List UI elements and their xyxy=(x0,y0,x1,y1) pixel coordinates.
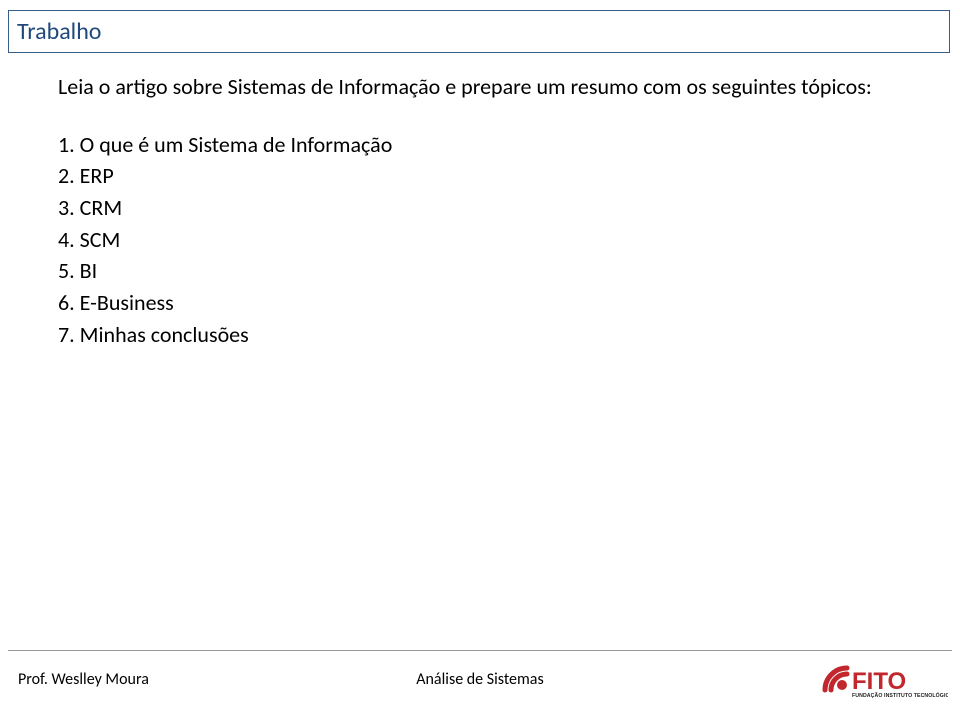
slide: Trabalho Leia o artigo sobre Sistemas de… xyxy=(0,0,960,711)
list-item: 7. Minhas conclusões xyxy=(58,320,920,350)
logo-subtitle: FUNDAÇÃO INSTITUTO TECNOLÓGICO DE OSASCO xyxy=(852,691,948,699)
fito-logo-svg: FITO FUNDAÇÃO INSTITUTO TECNOLÓGICO DE O… xyxy=(822,657,948,701)
list-item: 4. SCM xyxy=(58,225,920,255)
list-item: 1. O que é um Sistema de Informação xyxy=(58,130,920,160)
fito-logo: FITO FUNDAÇÃO INSTITUTO TECNOLÓGICO DE O… xyxy=(822,657,948,701)
list-item: 2. ERP xyxy=(58,161,920,191)
slide-body: Leia o artigo sobre Sistemas de Informaç… xyxy=(58,72,920,352)
list-item: 5. BI xyxy=(58,256,920,286)
list-item: 3. CRM xyxy=(58,193,920,223)
logo-wordmark: FITO xyxy=(852,668,906,695)
topic-list: 1. O que é um Sistema de Informação 2. E… xyxy=(58,130,920,350)
title-container: Trabalho xyxy=(8,10,950,53)
logo-mark-icon xyxy=(825,668,847,690)
footer-center: Análise de Sistemas xyxy=(0,670,960,689)
lead-paragraph: Leia o artigo sobre Sistemas de Informaç… xyxy=(58,72,920,102)
footer-divider xyxy=(8,650,952,651)
slide-title: Trabalho xyxy=(17,17,101,46)
list-item: 6. E-Business xyxy=(58,288,920,318)
slide-title-box: Trabalho xyxy=(8,10,950,53)
